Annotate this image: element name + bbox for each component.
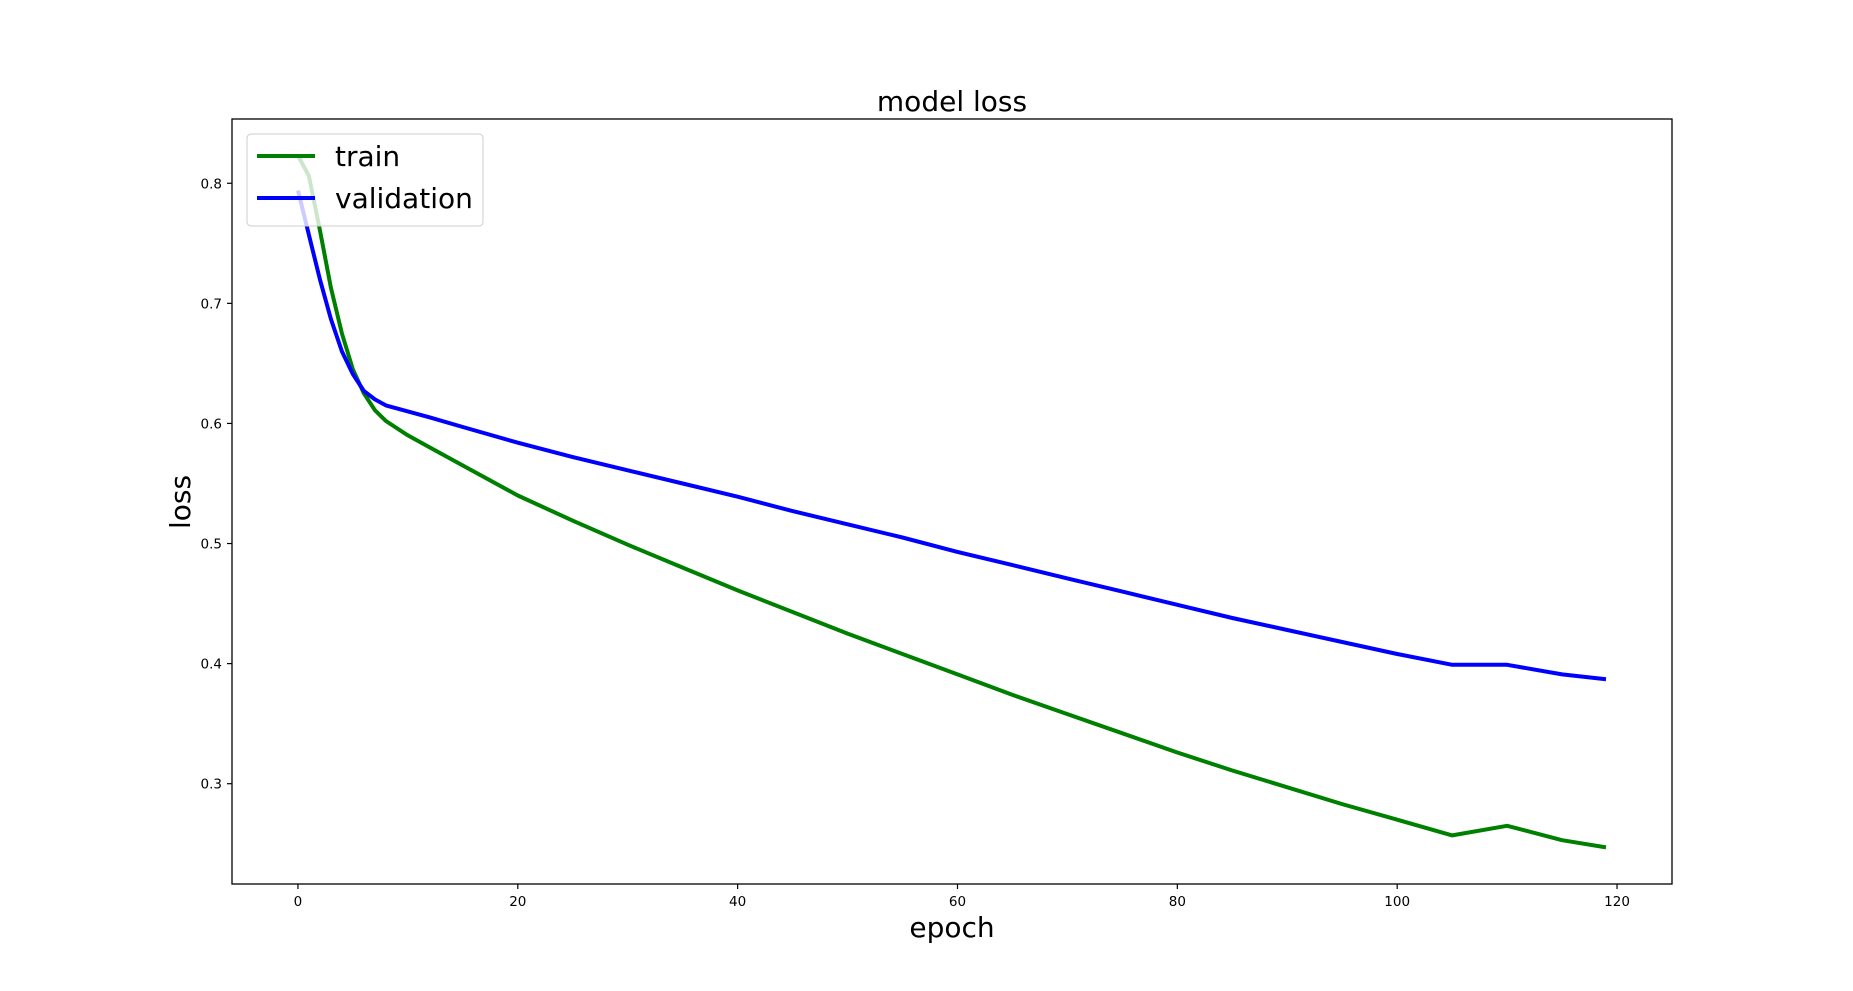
- x-axis-label: epoch: [909, 911, 994, 944]
- x-tick-label: 100: [1384, 894, 1410, 910]
- x-tick-label: 60: [949, 894, 966, 910]
- x-tick-label: 0: [294, 894, 303, 910]
- y-tick-label: 0.4: [201, 657, 222, 673]
- x-tick-label: 40: [729, 894, 746, 910]
- legend-label-validation: validation: [335, 182, 473, 215]
- y-tick-label: 0.8: [201, 176, 222, 192]
- legend: train validation: [247, 134, 483, 226]
- plot-frame: [232, 119, 1672, 884]
- chart-title: model loss: [877, 85, 1027, 118]
- x-tick-label: 20: [509, 894, 526, 910]
- x-tick-label: 120: [1604, 894, 1630, 910]
- y-tick-label: 0.7: [201, 296, 222, 312]
- legend-label-train: train: [335, 140, 400, 173]
- y-tick-label: 0.5: [201, 537, 222, 553]
- y-tick-label: 0.3: [201, 777, 222, 793]
- y-tick-label: 0.6: [201, 416, 222, 432]
- x-tick-label: 80: [1169, 894, 1186, 910]
- y-axis-label: loss: [164, 475, 197, 529]
